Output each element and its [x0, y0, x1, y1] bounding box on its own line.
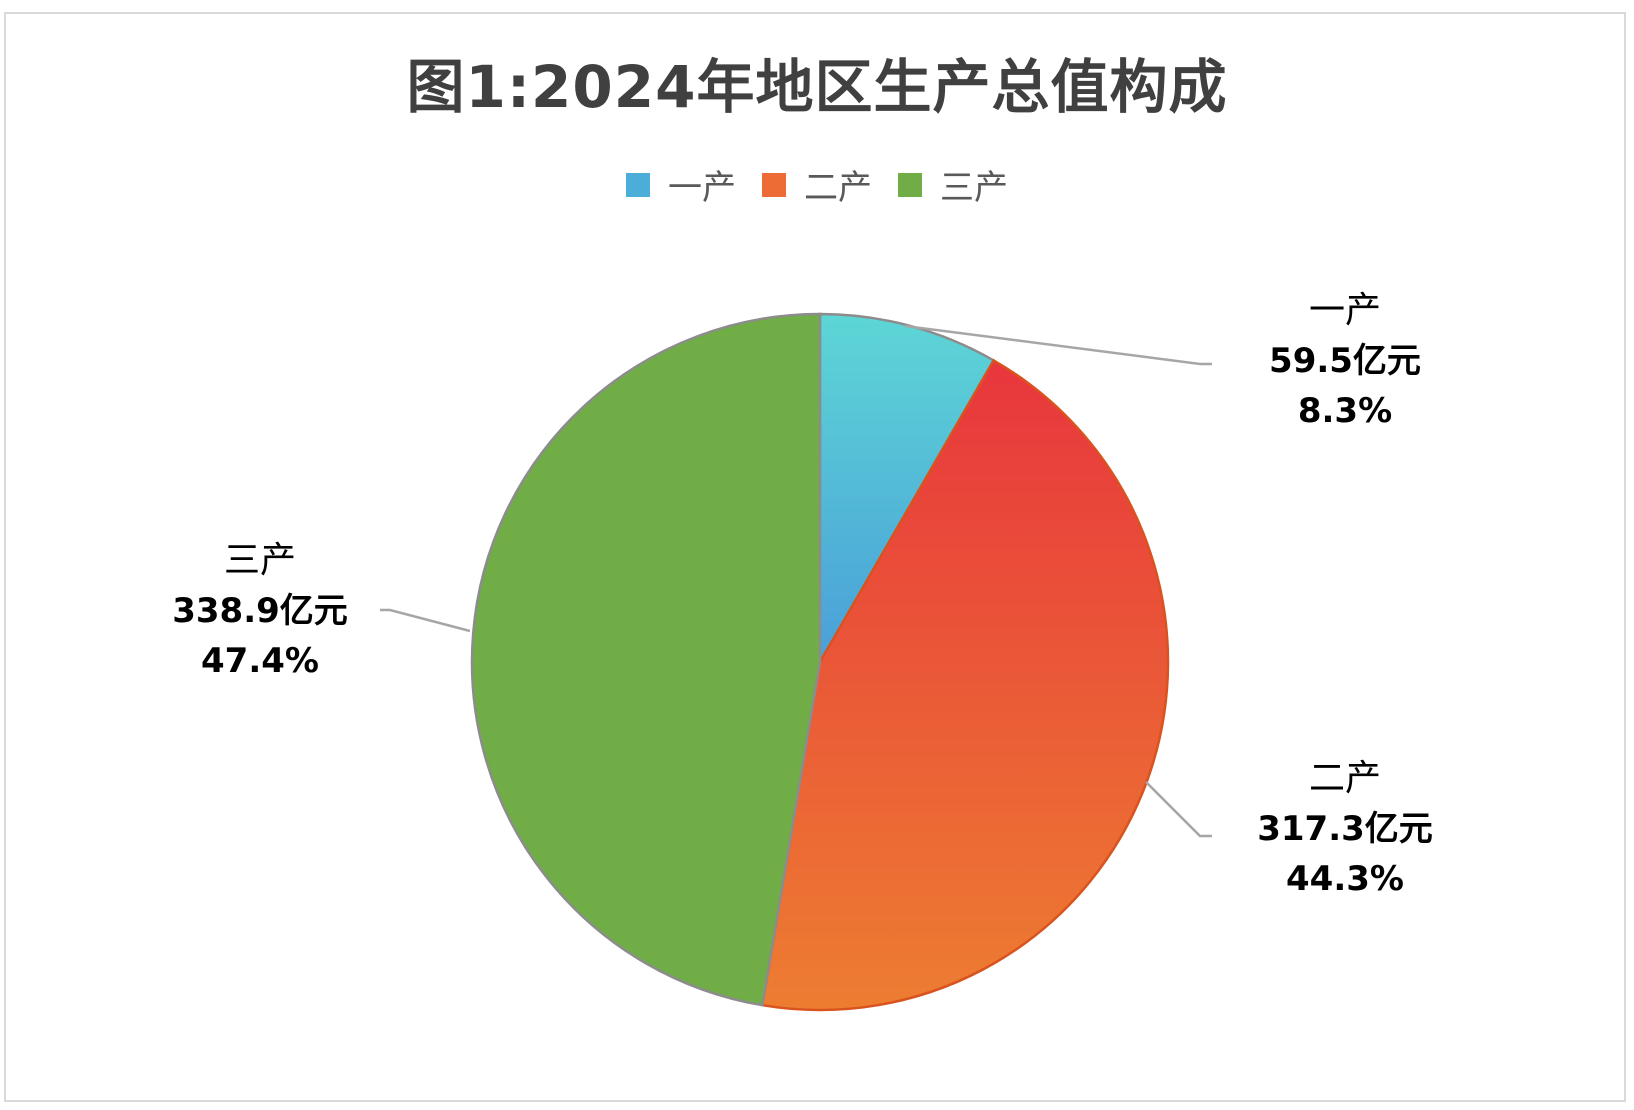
- data-label-percent-primary: 8.3%: [1298, 391, 1392, 431]
- leader-line-tertiary: [380, 608, 471, 633]
- chart-title: 图1:2024年地区生产总值构成: [406, 53, 1228, 121]
- leader-line-secondary: [1145, 781, 1212, 838]
- legend-label-tertiary: 三产: [940, 168, 1008, 208]
- data-label-percent-secondary: 44.3%: [1286, 859, 1404, 899]
- legend-swatch-secondary: [762, 172, 786, 197]
- data-label-category-secondary: 二产: [1309, 758, 1381, 799]
- data-label-value-tertiary: 338.9亿元: [172, 591, 348, 631]
- pie-slice-tertiary: [470, 312, 822, 1007]
- data-label-value-secondary: 317.3亿元: [1257, 809, 1433, 849]
- legend-item-secondary: 二产: [762, 160, 872, 209]
- data-label-category-primary: 一产: [1309, 290, 1381, 331]
- data-label-category-tertiary: 三产: [224, 540, 296, 581]
- legend-item-tertiary: 三产: [898, 160, 1008, 209]
- pie-slice-secondary: [760, 358, 1170, 1012]
- legend-swatch-primary: [626, 172, 650, 197]
- data-label-value-primary: 59.5亿元: [1269, 341, 1421, 381]
- legend-item-primary: 一产: [626, 160, 736, 209]
- legend-swatch-tertiary: [898, 172, 922, 197]
- data-label-percent-tertiary: 47.4%: [201, 641, 319, 681]
- chart-legend: 一产 二产 三产: [0, 160, 1634, 209]
- legend-label-primary: 一产: [668, 168, 736, 208]
- leader-line-primary: [904, 324, 1212, 366]
- legend-label-secondary: 二产: [804, 168, 872, 208]
